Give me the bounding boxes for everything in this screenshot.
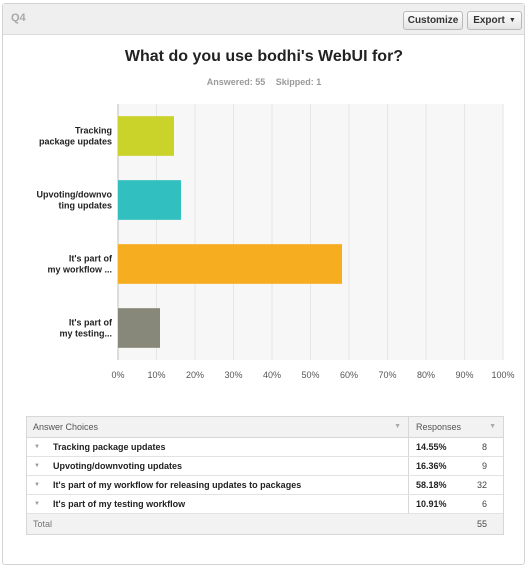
x-tick-label: 30% [224,370,242,380]
header-answer-label: Answer Choices [33,422,99,432]
x-tick-label: 20% [186,370,204,380]
question-number: Q4 [11,12,26,24]
x-tick-label: 40% [263,370,281,380]
expand-row-icon[interactable]: ▼ [34,482,40,488]
x-tick-label: 0% [111,370,124,380]
answer-cell: ▼ It's part of my workflow for releasing… [27,476,409,494]
answered-count: Answered: 55 [206,77,266,87]
category-label: Upvoting/downvo [37,190,113,200]
response-count: 32 [476,480,487,490]
header-answer-choices[interactable]: Answer Choices ▼ [27,417,409,437]
total-count: 55 [476,519,487,529]
response-percent: 14.55% [416,442,447,452]
response-stats: Answered: 55 Skipped: 1 [0,77,528,87]
answer-cell: ▼ Tracking package updates [27,438,409,456]
response-percent: 10.91% [416,499,447,509]
response-count: 8 [481,442,487,452]
x-tick-label: 70% [378,370,396,380]
answer-label: Upvoting/downvoting updates [53,461,182,471]
bar[interactable] [118,180,181,220]
answer-label: Tracking package updates [53,442,166,452]
answer-cell: ▼ Upvoting/downvoting updates [27,457,409,475]
customize-button[interactable]: Customize [403,11,463,30]
bar[interactable] [118,308,161,348]
table-row: ▼ Upvoting/downvoting updates 16.36% 9 [27,457,503,476]
category-label: It's part of [69,254,113,264]
answer-label: It's part of my testing workflow [53,499,186,509]
response-percent: 58.18% [416,480,447,490]
response-percent: 16.36% [416,461,447,471]
table-row: ▼ Tracking package updates 14.55% 8 [27,438,503,457]
x-tick-label: 90% [455,370,473,380]
sort-icon[interactable]: ▼ [489,423,496,430]
bar-chart: 0% 10% 20% 30% 40% 50% 60% 70% 80% 90% 100% Trackin… [37,104,515,380]
x-tick-label: 60% [340,370,358,380]
answer-cell: ▼ It's part of my testing workflow [27,495,409,513]
chart-title: What do you use bodhi's WebUI for? [124,48,404,65]
total-row: Total 55 [27,514,503,534]
header-responses-label: Responses [416,422,462,432]
x-tick-label: 100% [491,370,514,380]
bar[interactable] [118,244,342,284]
category-label: ting updates [59,201,113,211]
table-header: Answer Choices ▼ Responses ▼ [27,417,503,438]
customize-label: Customize [407,15,459,26]
export-label: Export [473,15,505,26]
responses-table: Answer Choices ▼ Responses ▼ ▼ Tracking … [26,416,504,535]
sort-icon[interactable]: ▼ [394,423,401,430]
category-label: my workflow ... [47,265,112,275]
category-label: Tracking [75,126,112,136]
total-label: Total [33,519,53,529]
chevron-down-icon: ▼ [508,17,516,24]
header-responses[interactable]: Responses ▼ [409,417,503,437]
category-label: my testing... [59,329,112,339]
table-row: ▼ It's part of my testing workflow 10.91… [27,495,503,514]
response-count: 9 [481,461,487,471]
x-tick-label: 80% [417,370,435,380]
x-tick-label: 50% [301,370,319,380]
expand-row-icon[interactable]: ▼ [34,463,40,469]
bar[interactable] [118,116,175,156]
card-header: Q4 Customize Export ▼ [3,4,524,35]
expand-row-icon[interactable]: ▼ [34,444,40,450]
x-tick-label: 10% [147,370,165,380]
expand-row-icon[interactable]: ▼ [34,501,40,507]
table-row: ▼ It's part of my workflow for releasing… [27,476,503,495]
response-count: 6 [481,499,487,509]
category-label: It's part of [69,318,113,328]
skipped-count: Skipped: 1 [275,77,322,87]
answer-label: It's part of my workflow for releasing u… [53,480,302,490]
category-label: package updates [39,137,112,147]
export-button[interactable]: Export ▼ [467,11,522,30]
